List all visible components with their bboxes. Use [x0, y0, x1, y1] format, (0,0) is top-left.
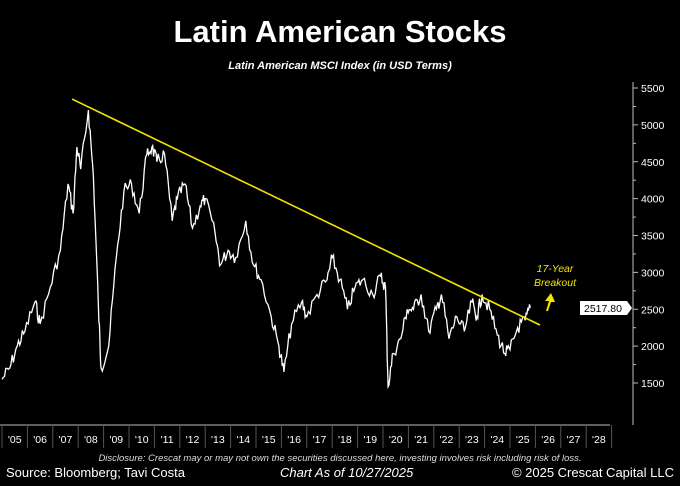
x-tick-label: '25 — [516, 434, 530, 446]
x-tick-label: '19 — [363, 434, 377, 446]
series-line-msci-latam — [1, 110, 531, 390]
y-tick-label: 5500 — [641, 83, 665, 95]
x-tick-label: '06 — [33, 434, 47, 446]
x-tick-label: '17 — [313, 434, 327, 446]
x-tick-label: '08 — [84, 434, 98, 446]
source: Source: Bloomberg; Tavi Costa — [6, 465, 185, 480]
annotation-line1: 17-Year — [537, 263, 574, 275]
chart-date: Chart As of 10/27/2025 — [280, 465, 414, 480]
disclosure: Disclosure: Crescat may or may not own t… — [98, 453, 582, 464]
x-tick-label: '09 — [109, 434, 123, 446]
x-axis: '05 '06 '07 '08 '09 '10 '11 '12 '13 '14 '15 '16 '17 '… — [0, 424, 613, 448]
x-tick-label: '18 — [338, 434, 352, 446]
y-tick-label: 2000 — [641, 341, 665, 353]
x-tick-label: '22 — [440, 434, 454, 446]
x-tick-label: '21 — [414, 434, 428, 446]
y-tick-label: 3500 — [641, 231, 665, 243]
y-tick-label: 4500 — [641, 157, 665, 169]
x-tick-label: '10 — [135, 434, 149, 446]
chart-title: Latin American Stocks — [173, 14, 507, 49]
x-tick-label: '13 — [211, 434, 225, 446]
y-axis: 1500 2000 2500 3000 3500 4000 4500 5000 5500 — [632, 82, 665, 425]
y-tick-label: 5000 — [641, 120, 665, 132]
y-tick-label: 1500 — [641, 378, 665, 390]
x-tick-label: '28 — [592, 434, 606, 446]
x-tick-label: '15 — [262, 434, 276, 446]
x-tick-label: '11 — [161, 434, 174, 446]
x-tick-label: '12 — [186, 434, 200, 446]
x-tick-label: '16 — [287, 434, 301, 446]
arrow-up-icon — [545, 293, 555, 311]
annotation-line2: Breakout — [534, 277, 577, 289]
x-tick-label: '23 — [465, 434, 479, 446]
copyright: © 2025 Crescat Capital LLC — [511, 465, 674, 480]
last-value-label: 2517.80 — [580, 301, 632, 315]
last-value-text: 2517.80 — [584, 303, 622, 315]
x-tick-label: '05 — [8, 434, 22, 446]
x-tick-label: '24 — [490, 434, 504, 446]
x-tick-label: '26 — [541, 434, 555, 446]
x-tick-label: '07 — [59, 434, 73, 446]
y-tick-label: 2500 — [641, 304, 665, 316]
x-tick-label: '27 — [567, 434, 581, 446]
chart-subtitle: Latin American MSCI Index (in USD Terms) — [228, 60, 452, 72]
annotation-breakout: 17-Year Breakout — [534, 263, 577, 311]
x-tick-label: '14 — [236, 434, 250, 446]
trendline — [71, 98, 541, 326]
y-tick-label: 4000 — [641, 194, 665, 206]
y-tick-label: 3000 — [641, 267, 665, 279]
x-tick-label: '20 — [389, 434, 403, 446]
last-value-box — [580, 301, 632, 315]
